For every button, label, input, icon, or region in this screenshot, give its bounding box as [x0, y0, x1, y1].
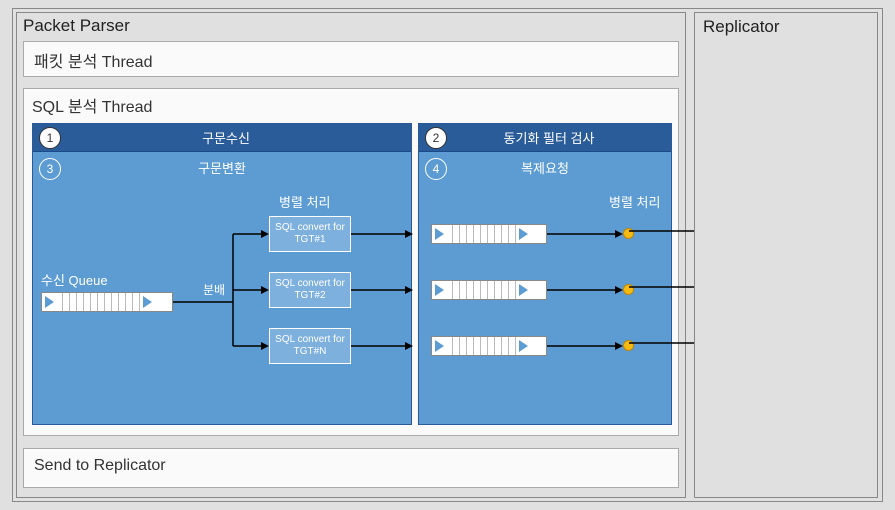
convert-box-2: SQL convert for TGT#2	[269, 272, 351, 308]
recv-queue	[41, 292, 173, 312]
convert-box-3: SQL convert for TGT#N	[269, 328, 351, 364]
sql-thread-title: SQL 분석 Thread	[32, 93, 152, 117]
outer-frame: Packet Parser 패킷 분석 Thread SQL 분석 Thread…	[12, 8, 883, 502]
packet-thread-box: 패킷 분석 Thread	[23, 41, 679, 77]
step2-num: 2	[425, 127, 447, 149]
step2-header: 2 동기화 필터 검사	[419, 124, 671, 152]
step1-num: 1	[39, 127, 61, 149]
play-icon	[435, 228, 444, 240]
recv-queue-label: 수신 Queue	[41, 270, 108, 289]
queue-1	[431, 224, 547, 244]
replicator-title: Replicator	[703, 17, 780, 37]
step3-label: 구문변환	[33, 158, 411, 177]
step1-header: 1 구문수신	[33, 124, 411, 152]
packet-parser-panel: Packet Parser 패킷 분석 Thread SQL 분석 Thread…	[16, 12, 686, 498]
dot-3	[623, 340, 634, 351]
step3-body: 3 구문변환 병렬 처리 수신 Queue 분배	[33, 152, 411, 424]
dot-1	[623, 228, 634, 239]
play-icon	[435, 284, 444, 296]
step4-body: 4 복제요청 병렬 처리	[419, 152, 671, 424]
step1-label: 구문수신	[71, 128, 411, 147]
convert-label-2: SQL convert for TGT#2	[270, 278, 350, 302]
replicator-panel: Replicator	[694, 12, 878, 498]
left-panel: 1 구문수신 3 구문변환 병렬 처리 수신 Queue	[32, 123, 412, 425]
parallel-right-label: 병렬 처리	[609, 192, 660, 211]
packet-thread-label: 패킷 분석 Thread	[34, 54, 152, 71]
distribute-label: 분배	[203, 281, 225, 298]
play-icon	[519, 340, 528, 352]
convert-box-1: SQL convert for TGT#1	[269, 216, 351, 252]
play-icon	[519, 228, 528, 240]
play-icon	[143, 296, 152, 308]
send-label: Send to Replicator	[34, 457, 166, 474]
play-icon	[519, 284, 528, 296]
send-to-replicator-box: Send to Replicator	[23, 448, 679, 488]
step4-label: 복제요청	[419, 158, 671, 177]
play-icon	[435, 340, 444, 352]
packet-parser-title: Packet Parser	[23, 16, 130, 36]
convert-label-1: SQL convert for TGT#1	[270, 222, 350, 246]
queue-2	[431, 280, 547, 300]
convert-label-3: SQL convert for TGT#N	[270, 334, 350, 358]
dot-2	[623, 284, 634, 295]
step2-label: 동기화 필터 검사	[457, 128, 671, 147]
sql-thread-box: SQL 분석 Thread 1 구문수신 3 구문변환 병렬 처리 수신 Que…	[23, 88, 679, 436]
right-panel: 2 동기화 필터 검사 4 복제요청 병렬 처리	[418, 123, 672, 425]
queue-3	[431, 336, 547, 356]
play-icon	[45, 296, 54, 308]
parallel-left-label: 병렬 처리	[279, 192, 330, 211]
